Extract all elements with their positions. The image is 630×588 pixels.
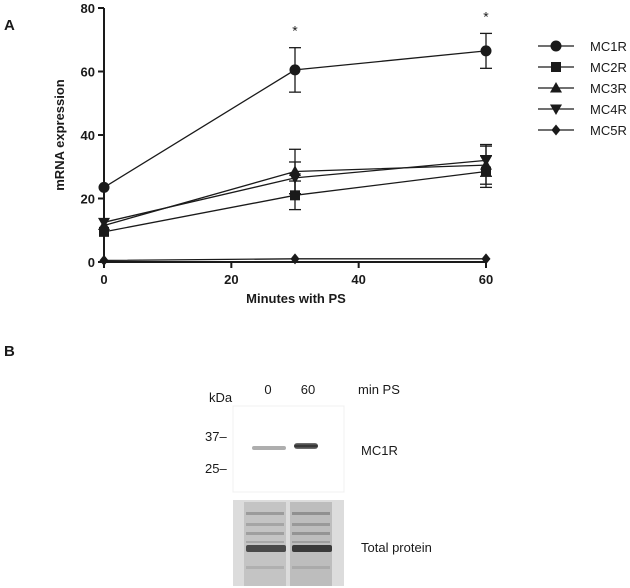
x-tick-label: 20 <box>224 272 238 287</box>
series-layer <box>98 32 492 266</box>
legend-marker-mc2r <box>551 62 561 72</box>
legend-marker-mc4r <box>550 104 562 115</box>
legend-marker-mc5r <box>551 124 561 136</box>
series-mc4r <box>98 143 492 229</box>
significance-asterisk: * <box>483 8 489 24</box>
total-protein-lanes <box>244 502 332 586</box>
legend-item-mc3r: MC3R <box>538 81 627 96</box>
data-point-mc5r <box>481 253 491 265</box>
data-point-mc4r <box>289 173 301 184</box>
blot-membrane-top <box>232 405 345 493</box>
data-point-mc4r <box>98 217 110 229</box>
lane-label-60: 60 <box>301 382 315 397</box>
data-point-mc1r <box>480 45 492 57</box>
lane-unit-label: min PS <box>358 382 400 397</box>
y-tick-label: 80 <box>81 1 95 16</box>
legend-marker-mc1r <box>550 40 562 52</box>
x-tick-label: 0 <box>100 272 107 287</box>
x-ticks: 0 20 40 60 <box>100 262 493 287</box>
legend: MC1R MC2R MC3R MC4R MC5R <box>538 39 627 138</box>
data-point-mc1r <box>289 64 301 76</box>
data-point-mc1r <box>98 181 110 193</box>
marker-25: 25– <box>205 461 227 476</box>
data-point-mc4r <box>480 155 492 167</box>
y-tick-label: 40 <box>81 128 95 143</box>
marker-37: 37– <box>205 429 227 444</box>
legend-label-mc3r: MC3R <box>590 81 627 96</box>
legend-label-mc1r: MC1R <box>590 39 627 54</box>
band-mc1r-lane60 <box>294 443 318 449</box>
x-axis-title: Minutes with PS <box>246 291 346 306</box>
y-tick-label: 20 <box>81 192 95 207</box>
lane-label-0: 0 <box>264 382 271 397</box>
data-point-mc2r <box>290 190 300 201</box>
legend-item-mc2r: MC2R <box>538 60 627 75</box>
legend-item-mc5r: MC5R <box>538 123 627 138</box>
y-ticks: 0 20 40 60 80 <box>81 1 104 270</box>
band-label-mc1r: MC1R <box>361 443 398 458</box>
panel-b-label: B <box>4 343 15 360</box>
significance-asterisk: * <box>292 23 298 39</box>
y-tick-label: 0 <box>88 255 95 270</box>
line-chart: 0 20 40 60 80 0 20 40 60 mRNA expression Minute… <box>52 1 493 306</box>
legend-item-mc4r: MC4R <box>538 102 627 117</box>
data-point-mc5r <box>99 254 109 266</box>
series-mc5r <box>99 253 491 266</box>
significance-layer: ** <box>292 8 489 38</box>
data-point-mc2r <box>99 226 109 237</box>
y-tick-label: 60 <box>81 65 95 80</box>
western-blot: kDa 0 60 min PS 37– 25– MC1R To <box>205 382 432 586</box>
legend-label-mc5r: MC5R <box>590 123 627 138</box>
legend-label-mc4r: MC4R <box>590 102 627 117</box>
legend-label-mc2r: MC2R <box>590 60 627 75</box>
x-tick-label: 40 <box>351 272 365 287</box>
x-tick-label: 60 <box>479 272 493 287</box>
total-protein-label: Total protein <box>361 540 432 555</box>
band-mc1r-lane0 <box>252 446 286 450</box>
legend-item-mc1r: MC1R <box>538 39 627 54</box>
legend-marker-mc3r <box>550 82 562 93</box>
data-point-mc5r <box>290 253 300 265</box>
panel-a-label: A <box>4 17 15 34</box>
kda-label: kDa <box>209 390 233 405</box>
series-mc1r <box>98 32 492 193</box>
y-axis-title: mRNA expression <box>52 79 67 191</box>
